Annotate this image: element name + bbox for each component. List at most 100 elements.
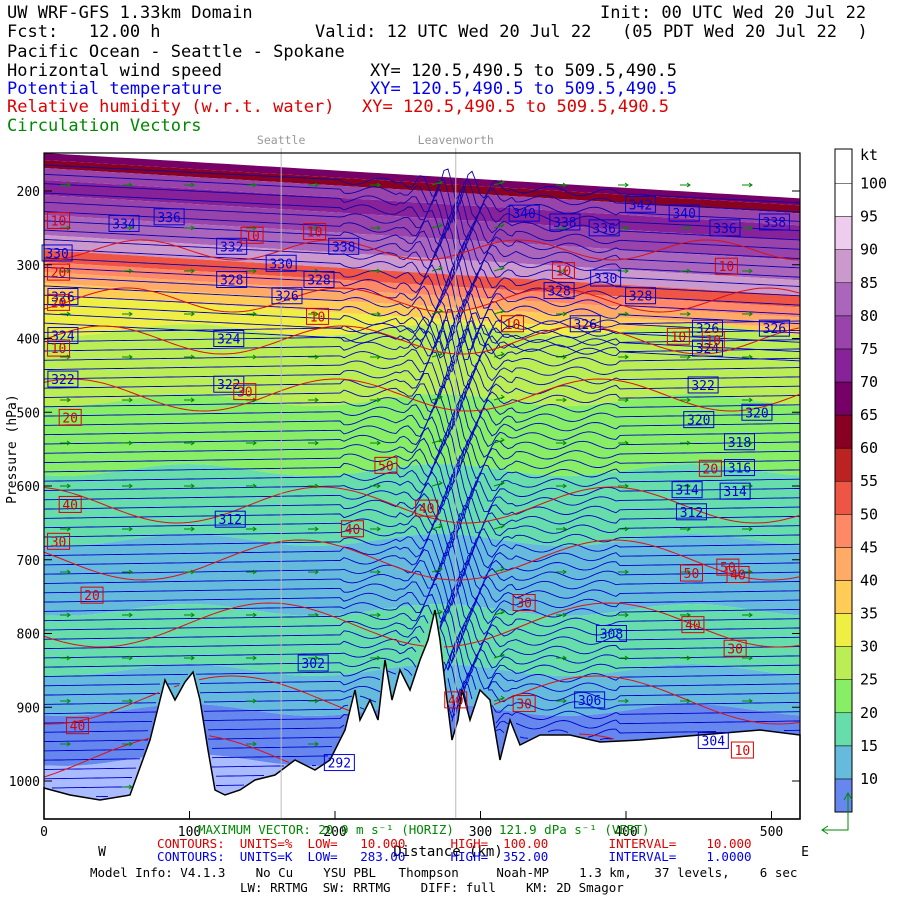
vector-arrow (184, 354, 195, 360)
theta-line (44, 615, 800, 656)
vector-arrow (184, 655, 195, 661)
theta-line (44, 583, 800, 623)
vector-arrow (122, 698, 133, 704)
theta-line (44, 256, 800, 297)
theta-line (44, 473, 800, 512)
theta-line (44, 446, 800, 487)
theta-line (44, 362, 800, 401)
colorbar-level: 65 (860, 406, 878, 424)
theta-line (44, 521, 800, 557)
theta-line (44, 630, 800, 672)
rh-label: 20 (62, 411, 78, 426)
vector-arrow (618, 612, 629, 618)
theta-line (44, 276, 800, 318)
x-tick-label: 100 (178, 825, 201, 840)
theta-line (44, 211, 800, 252)
colorbar-level: 50 (860, 505, 878, 523)
theta-label: 292 (328, 757, 351, 772)
rh-label: 20 (84, 589, 100, 604)
theta-label: 324 (696, 342, 720, 357)
rh-label: 50 (684, 567, 700, 582)
colorbar-level: 75 (860, 340, 878, 358)
wind-band (44, 250, 800, 308)
vector-arrow (246, 741, 257, 747)
theta-label-box (687, 376, 719, 394)
vector-arrow (556, 612, 567, 618)
model-info: Model Info: V4.1.3 No Cu YSU PBL Thompso… (90, 865, 798, 880)
colorbar-level: 30 (860, 638, 878, 656)
vector-arrow (556, 698, 567, 704)
vector-arrow (742, 612, 753, 618)
theta-line (44, 495, 800, 533)
theta-line (44, 428, 800, 468)
theta-label-box (549, 213, 581, 231)
rh-label: 30 (51, 535, 67, 550)
theta-line (44, 373, 800, 412)
terrain (43, 609, 801, 820)
vector-arrow (122, 526, 133, 532)
vector-arrow (431, 566, 443, 573)
colorbar-level: 100 (860, 175, 887, 193)
theta-label-box (328, 237, 360, 255)
vector-arrow (618, 182, 629, 188)
theta-label-box (569, 315, 601, 333)
theta-label-box (297, 654, 329, 672)
vector-arrow (60, 440, 71, 446)
theta-label: 328 (629, 290, 652, 305)
theta-label: 336 (157, 211, 180, 226)
theta-label-box (697, 731, 729, 749)
vector-arrow (680, 526, 691, 532)
theta-label: 324 (51, 330, 75, 345)
rh-label-box (714, 257, 738, 275)
y-tick-label: 800 (17, 628, 40, 643)
rh-label-box (730, 741, 754, 759)
x-tick-label: 400 (614, 825, 637, 840)
theta-label: 330 (269, 257, 292, 272)
vector-arrow (680, 354, 691, 360)
vector-arrow (246, 698, 257, 704)
forecast-hour: Fcst: 12.00 h (7, 22, 161, 42)
vector-arrow (184, 526, 195, 532)
vector-arrow (431, 351, 443, 358)
rh-label: 40 (70, 720, 86, 735)
theta-line (44, 764, 317, 770)
vector-arrow (122, 397, 133, 403)
rh-line (44, 325, 800, 355)
vector-arrow (122, 268, 133, 274)
theta-label: 336 (713, 222, 736, 237)
y-tick-label: 300 (17, 259, 40, 274)
rh-line (44, 675, 800, 725)
theta-label-box (108, 214, 140, 232)
vector-arrow (431, 222, 443, 229)
colorbar-level: 10 (860, 770, 878, 788)
vector-arrow (370, 225, 381, 231)
y-axis-label: Pressure (hPa) (5, 394, 20, 504)
rh-label-box (240, 226, 264, 244)
rh-label-box (501, 315, 525, 333)
rh-label-box (512, 594, 536, 612)
wind-band (44, 604, 800, 676)
vector-arrow (122, 741, 133, 747)
rh-line (44, 239, 800, 261)
x-axis-label: Distance (km) (393, 844, 503, 860)
vector-arrow (308, 483, 319, 489)
theta-label-box (590, 269, 622, 287)
y-tick-label: 200 (17, 185, 40, 200)
colorbar-cell (834, 249, 853, 284)
rh-label: 10 (735, 744, 751, 759)
theta-label: 322 (217, 378, 240, 393)
rh-label-box (374, 456, 398, 474)
vector-arrow (308, 612, 319, 618)
theta-line (44, 390, 800, 431)
colorbar-cell (834, 348, 853, 383)
vector-arrow (370, 526, 381, 532)
vector-arrow (431, 437, 443, 444)
vector-arrow (122, 784, 133, 790)
wind-band (44, 262, 800, 318)
vector-arrow (60, 655, 71, 661)
vector-arrow (680, 225, 691, 231)
rh-line (44, 602, 800, 648)
theta-label-box (625, 287, 657, 305)
vector-arrow (308, 440, 319, 446)
